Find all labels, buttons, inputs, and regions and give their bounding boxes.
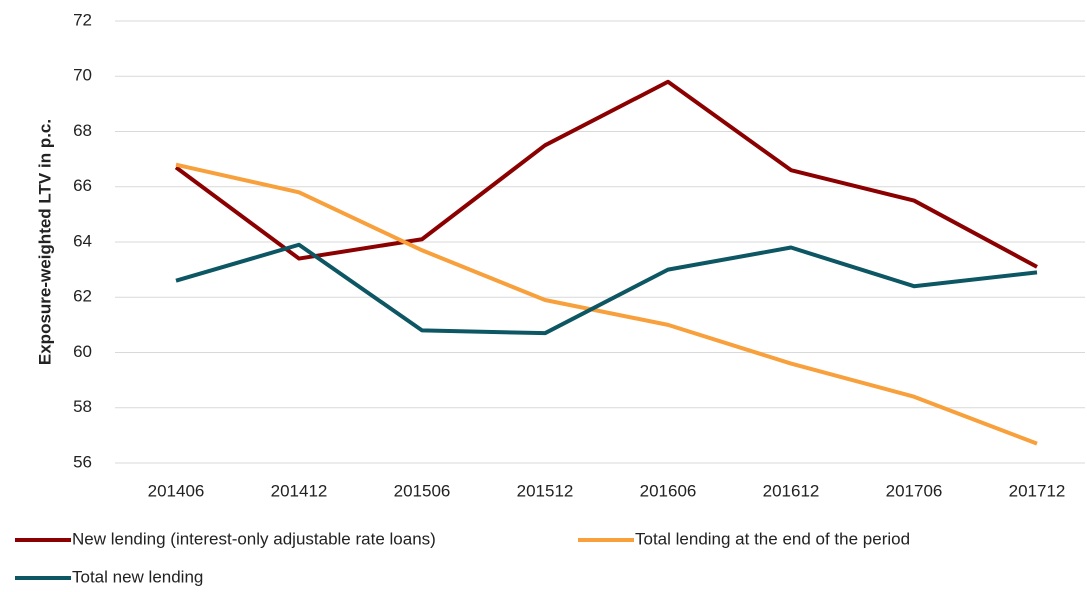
y-tick-label: 72	[73, 10, 92, 29]
series-line	[175, 162, 1038, 446]
series-line	[175, 242, 1038, 336]
y-axis-title: Exposure-weighted LTV in p.c.	[35, 119, 54, 365]
y-tick-label: 60	[73, 342, 92, 361]
y-tick-label: 64	[73, 231, 92, 250]
x-tick-label: 201712	[1009, 481, 1066, 500]
y-tick-label: 68	[73, 121, 92, 140]
y-tick-label: 66	[73, 176, 92, 195]
x-tick-label: 201412	[271, 481, 328, 500]
legend-label: Total new lending	[72, 567, 203, 586]
y-tick-label: 70	[73, 66, 92, 85]
y-tick-label: 58	[73, 397, 92, 416]
x-tick-label: 201512	[517, 481, 574, 500]
y-tick-label: 62	[73, 287, 92, 306]
x-tick-label: 201506	[394, 481, 451, 500]
x-tick-label: 201612	[763, 481, 820, 500]
series-line	[174, 79, 1038, 269]
legend-label: New lending (interest-only adjustable ra…	[72, 529, 436, 548]
legend-label: Total lending at the end of the period	[635, 529, 910, 548]
x-tick-label: 201606	[640, 481, 697, 500]
y-tick-label: 56	[73, 452, 92, 471]
x-tick-label: 201406	[148, 481, 205, 500]
x-tick-label: 201706	[886, 481, 943, 500]
